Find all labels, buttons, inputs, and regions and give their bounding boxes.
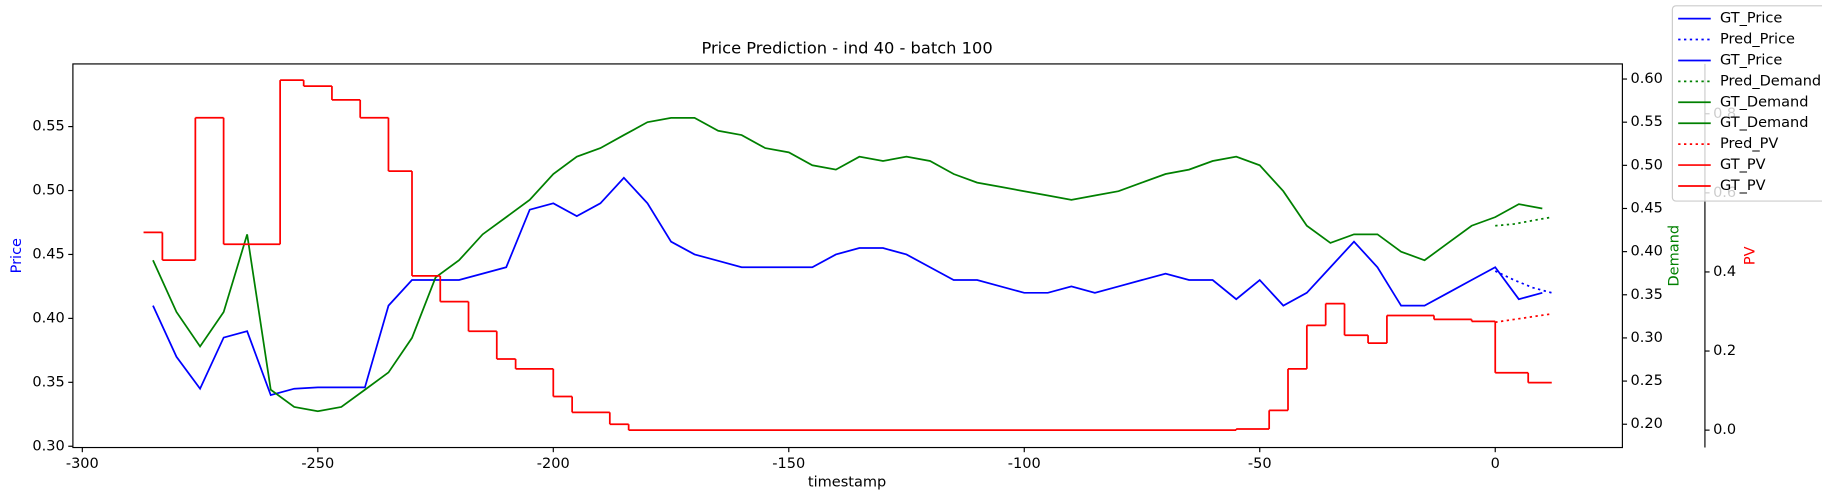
x-tick-label: -100 — [1008, 456, 1041, 472]
y-axis-label: Price — [9, 238, 25, 273]
legend-label: Pred_Price — [1720, 32, 1795, 48]
y3-axis-label: PV — [1742, 246, 1758, 265]
y2-tick-label: 0.45 — [1631, 200, 1663, 216]
legend-label: Pred_Demand — [1720, 73, 1821, 89]
y-tick-label: 0.35 — [32, 374, 64, 390]
y2-axis-label: Demand — [1667, 225, 1683, 287]
series-line — [1495, 216, 1552, 227]
y3-tick-label: 0.0 — [1713, 422, 1736, 438]
legend-box — [1671, 5, 1822, 202]
x-tick-label: -250 — [301, 456, 334, 472]
y2-tick-label: 0.40 — [1631, 244, 1663, 260]
legend-label: GT_PV — [1720, 157, 1766, 173]
y2-tick-label: 0.55 — [1631, 114, 1663, 130]
y2-tick-label: 0.25 — [1631, 373, 1663, 389]
y2-tick-label: 0.30 — [1631, 330, 1663, 346]
y-tick-label: 0.45 — [32, 246, 64, 262]
chart-title: Price Prediction - ind 40 - batch 100 — [701, 38, 992, 57]
legend-label: GT_Demand — [1720, 115, 1808, 131]
y3-tick-label: 0.2 — [1713, 343, 1736, 359]
y-tick-label: 0.30 — [32, 438, 64, 454]
y2-tick-label: 0.60 — [1631, 71, 1663, 87]
legend-label: GT_Demand — [1720, 94, 1808, 110]
series-line — [1495, 312, 1552, 324]
series-line — [152, 176, 1543, 397]
x-tick-label: -200 — [537, 456, 570, 472]
series-line — [152, 116, 1543, 413]
y-tick-label: 0.50 — [32, 183, 64, 199]
legend-label: GT_Price — [1720, 52, 1782, 68]
series-line — [1494, 270, 1552, 294]
y2-tick-label: 0.35 — [1631, 287, 1663, 303]
y2-tick-label: 0.50 — [1631, 157, 1663, 173]
x-axis-label: timestamp — [808, 474, 886, 490]
x-tick-label: 0 — [1491, 456, 1500, 472]
plot-frame — [72, 63, 1623, 449]
y2-tick-label: 0.20 — [1631, 416, 1663, 432]
y-tick-label: 0.55 — [32, 119, 64, 135]
y-tick-label: 0.40 — [32, 310, 64, 326]
legend-label: Pred_PV — [1720, 136, 1778, 152]
x-tick-label: -300 — [66, 456, 99, 472]
y3-tick-label: 0.4 — [1713, 264, 1736, 280]
x-tick-label: -150 — [772, 456, 805, 472]
legend-label: GT_Price — [1720, 11, 1782, 27]
legend-label: GT_PV — [1720, 178, 1766, 194]
x-tick-label: -50 — [1248, 456, 1272, 472]
